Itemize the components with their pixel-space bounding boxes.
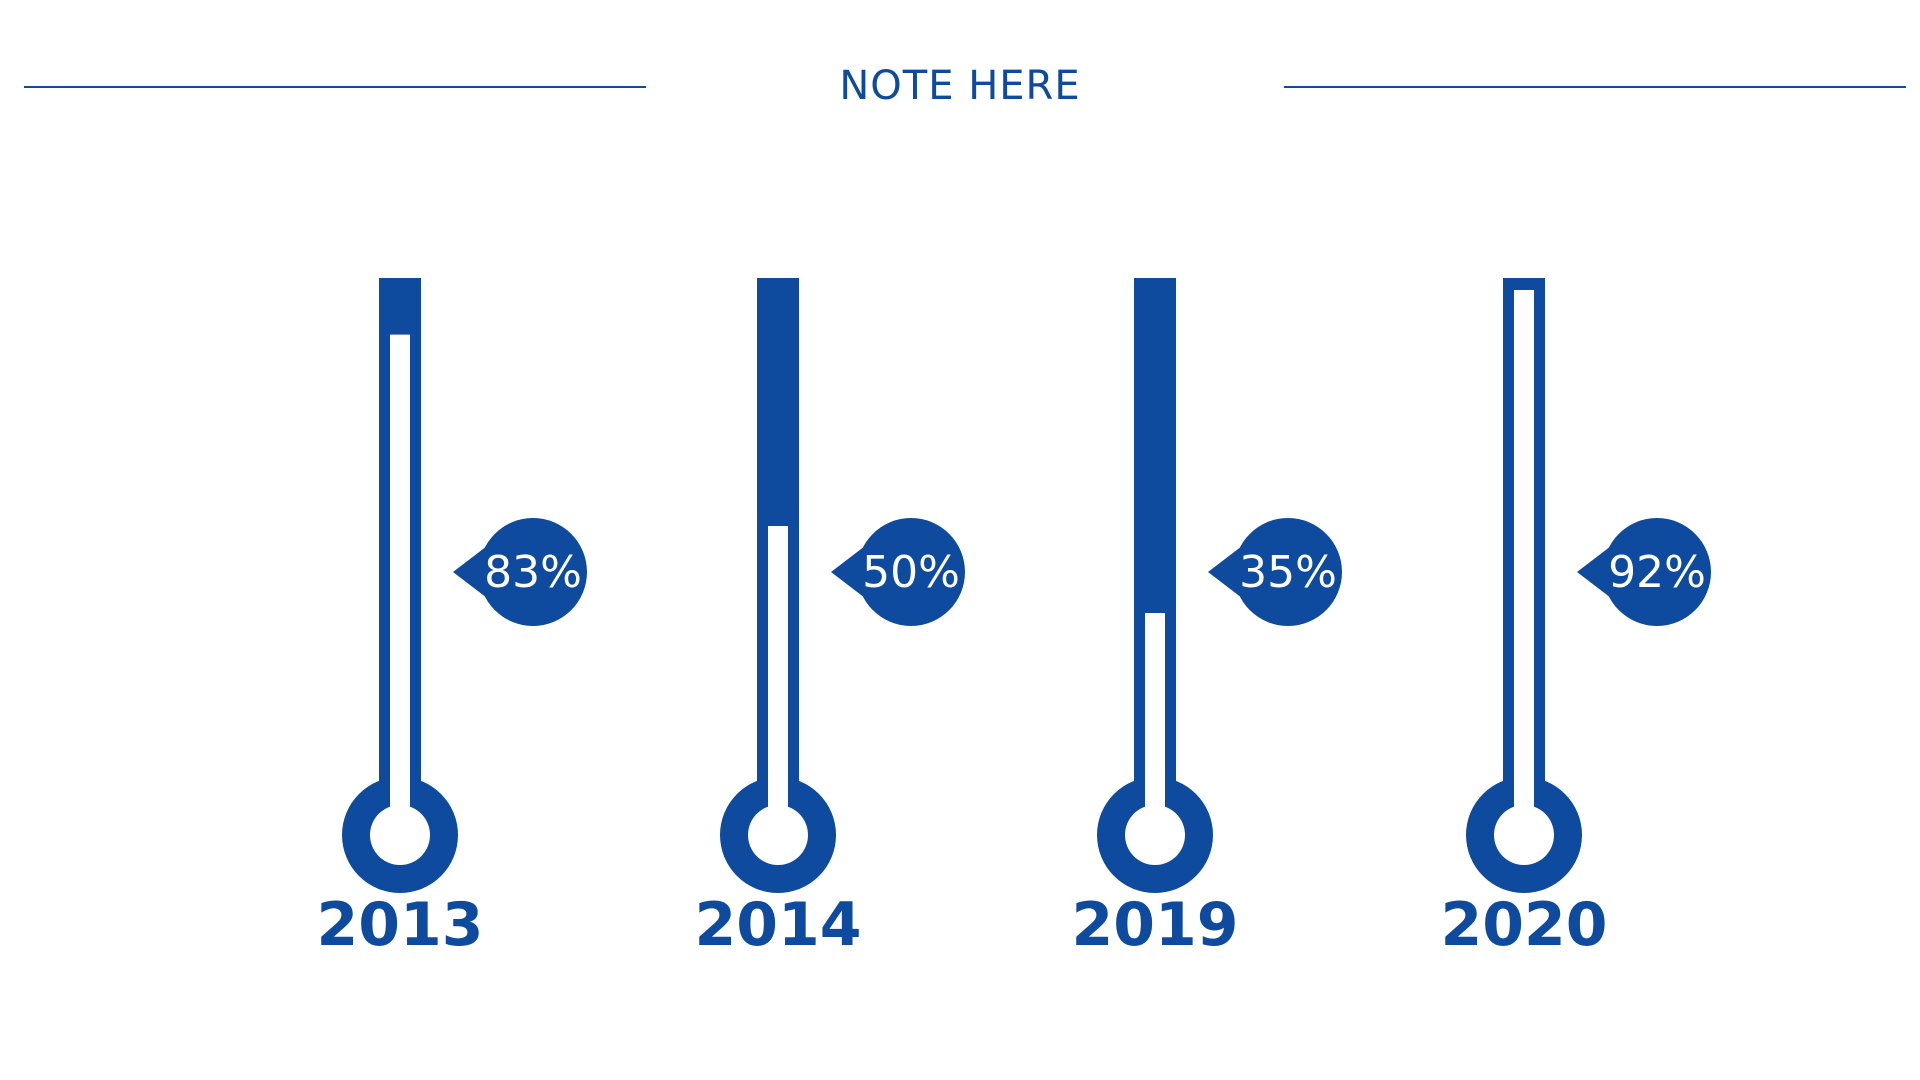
- thermometer-bulb-hole: [370, 805, 430, 865]
- title-rule-right: [1284, 86, 1906, 88]
- value-bubble: [1234, 518, 1342, 626]
- value-label: 35%: [1239, 547, 1337, 598]
- thermometer-bulb-hole: [1125, 805, 1185, 865]
- category-label: 2013: [317, 890, 484, 960]
- header: NOTE HERE: [0, 0, 1920, 160]
- value-bubble-pointer: [453, 546, 487, 598]
- thermometer-2020: 92% 2020: [1441, 278, 1711, 960]
- value-bubble: [857, 518, 965, 626]
- thermometer-level-bar: [768, 526, 788, 811]
- value-bubble: [479, 518, 587, 626]
- title-rule-left: [24, 86, 646, 88]
- value-bubble-pointer: [1208, 546, 1242, 598]
- value-label: 92%: [1608, 547, 1706, 598]
- value-bubble-pointer: [1577, 546, 1611, 598]
- chart-title: NOTE HERE: [839, 63, 1081, 109]
- value-label: 83%: [484, 547, 582, 598]
- thermometer-bulb-hole: [1494, 805, 1554, 865]
- thermometer-level-bar: [390, 334, 410, 811]
- thermometer-2014: 50% 2014: [695, 278, 965, 960]
- value-bubble: [1603, 518, 1711, 626]
- value-label: 50%: [862, 547, 960, 598]
- value-bubble-pointer: [831, 546, 865, 598]
- thermometer-bulb-hole: [748, 805, 808, 865]
- thermometer-2019: 35% 2019: [1072, 278, 1342, 960]
- category-label: 2020: [1441, 890, 1608, 960]
- category-label: 2014: [695, 890, 862, 960]
- thermometer-level-bar: [1145, 613, 1165, 811]
- thermometer-2013: 83% 2013: [317, 278, 587, 960]
- category-label: 2019: [1072, 890, 1239, 960]
- thermometer-level-bar: [1514, 290, 1534, 811]
